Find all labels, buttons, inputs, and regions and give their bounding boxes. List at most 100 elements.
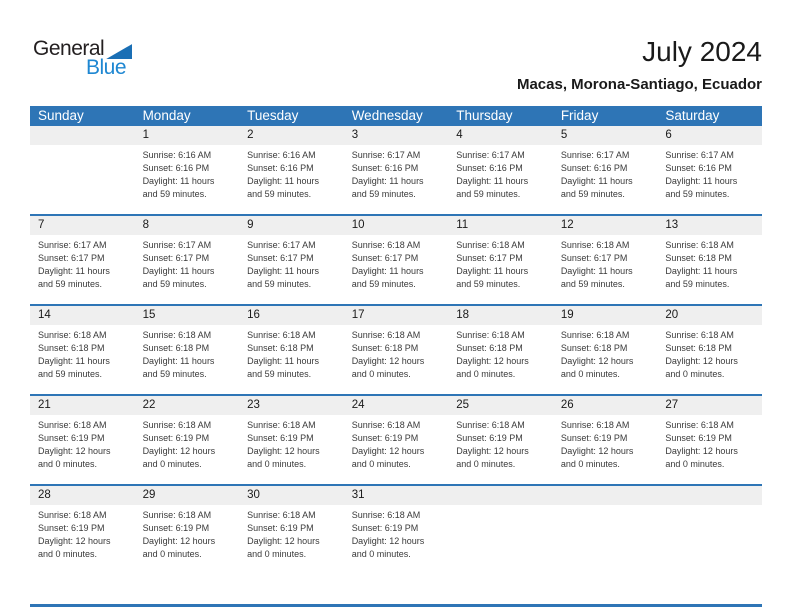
day-number: 16 bbox=[239, 306, 344, 325]
day-details: Sunrise: 6:18 AM Sunset: 6:18 PM Daylight:… bbox=[344, 325, 449, 394]
day-details bbox=[448, 505, 553, 574]
day-cell: 3 Sunrise: 6:17 AM Sunset: 6:16 PM Daylight… bbox=[343, 126, 449, 215]
day-number: 3 bbox=[343, 126, 449, 145]
day-details: Sunrise: 6:17 AM Sunset: 6:16 PM Daylight:… bbox=[657, 145, 762, 214]
week-row: 21 Sunrise: 6:18 AM Sunset: 6:19 PM Dayligh… bbox=[30, 394, 762, 485]
logo-triangle-icon bbox=[106, 44, 133, 59]
sunset-text: Sunset: 6:19 PM bbox=[351, 433, 419, 443]
sunset-text: Sunset: 6:19 PM bbox=[38, 433, 105, 443]
sunset-text: Sunset: 6:17 PM bbox=[38, 253, 105, 263]
daylight-minutes-text: and 59 minutes. bbox=[247, 369, 312, 379]
daylight-minutes-text: and 0 minutes. bbox=[665, 369, 725, 379]
weekday-header-sunday: Sunday bbox=[30, 106, 135, 126]
daylight-hours-text: Daylight: 12 hours bbox=[351, 356, 425, 366]
week-row: 14 Sunrise: 6:18 AM Sunset: 6:18 PM Dayligh… bbox=[30, 304, 762, 395]
empty-day-cell bbox=[657, 484, 762, 574]
sunrise-text: Sunrise: 6:18 AM bbox=[247, 420, 316, 430]
daylight-hours-text: Daylight: 12 hours bbox=[456, 356, 529, 366]
daylight-hours-text: Daylight: 12 hours bbox=[560, 446, 634, 456]
day-number: 21 bbox=[30, 396, 135, 415]
daylight-hours-text: Daylight: 12 hours bbox=[560, 356, 634, 366]
day-cell: 14 Sunrise: 6:18 AM Sunset: 6:18 PM Dayligh… bbox=[30, 304, 135, 395]
day-cell: 5 Sunrise: 6:17 AM Sunset: 6:16 PM Daylight… bbox=[552, 126, 658, 215]
day-number: 24 bbox=[343, 396, 449, 415]
day-number: 14 bbox=[30, 306, 135, 325]
sunrise-text: Sunrise: 6:17 AM bbox=[351, 150, 421, 160]
sunset-text: Sunset: 6:18 PM bbox=[247, 343, 314, 353]
sunset-text: Sunset: 6:18 PM bbox=[560, 343, 628, 353]
day-number: 19 bbox=[552, 306, 658, 325]
logo-text-blue: Blue bbox=[86, 56, 127, 79]
day-details: Sunrise: 6:18 AM Sunset: 6:19 PM Daylight:… bbox=[344, 415, 449, 484]
sunrise-text: Sunrise: 6:18 AM bbox=[247, 510, 316, 520]
daylight-hours-text: Daylight: 12 hours bbox=[665, 446, 738, 456]
day-cell: 21 Sunrise: 6:18 AM Sunset: 6:19 PM Dayligh… bbox=[30, 394, 135, 485]
day-cell: 29 Sunrise: 6:18 AM Sunset: 6:19 PM Dayligh… bbox=[134, 484, 240, 574]
daylight-hours-text: Daylight: 12 hours bbox=[351, 446, 425, 456]
calendar-month-title: July 2024 bbox=[642, 36, 762, 67]
day-number: 30 bbox=[239, 486, 344, 505]
daylight-minutes-text: and 0 minutes. bbox=[38, 459, 98, 469]
sunrise-text: Sunrise: 6:17 AM bbox=[247, 240, 316, 250]
sunset-text: Sunset: 6:18 PM bbox=[665, 253, 732, 263]
day-details: Sunrise: 6:18 AM Sunset: 6:17 PM Daylight:… bbox=[448, 235, 553, 304]
day-number bbox=[657, 486, 762, 505]
day-details: Sunrise: 6:18 AM Sunset: 6:17 PM Daylight:… bbox=[344, 235, 449, 304]
sunrise-text: Sunrise: 6:17 AM bbox=[665, 150, 734, 160]
day-details: Sunrise: 6:17 AM Sunset: 6:17 PM Daylight:… bbox=[135, 235, 240, 304]
week-row: 7 Sunrise: 6:17 AM Sunset: 6:17 PM Daylight… bbox=[30, 214, 762, 305]
day-number: 29 bbox=[134, 486, 240, 505]
day-details: Sunrise: 6:18 AM Sunset: 6:19 PM Daylight:… bbox=[30, 505, 135, 574]
daylight-hours-text: Daylight: 12 hours bbox=[142, 536, 216, 546]
day-number: 8 bbox=[134, 216, 240, 235]
day-number: 2 bbox=[239, 126, 344, 145]
day-cell: 20 Sunrise: 6:18 AM Sunset: 6:18 PM Dayligh… bbox=[657, 304, 762, 395]
sunrise-text: Sunrise: 6:17 AM bbox=[142, 240, 212, 250]
daylight-hours-text: Daylight: 11 hours bbox=[38, 356, 110, 366]
daylight-hours-text: Daylight: 11 hours bbox=[38, 266, 110, 276]
day-details: Sunrise: 6:18 AM Sunset: 6:19 PM Daylight:… bbox=[553, 415, 658, 484]
day-cell: 2 Sunrise: 6:16 AM Sunset: 6:16 PM Daylight… bbox=[239, 126, 344, 215]
day-number: 5 bbox=[552, 126, 658, 145]
sunset-text: Sunset: 6:16 PM bbox=[665, 163, 732, 173]
weekday-header-wednesday: Wednesday bbox=[343, 106, 449, 126]
day-cell: 22 Sunrise: 6:18 AM Sunset: 6:19 PM Dayligh… bbox=[134, 394, 240, 485]
daylight-hours-text: Daylight: 11 hours bbox=[247, 356, 319, 366]
daylight-minutes-text: and 59 minutes. bbox=[38, 369, 103, 379]
day-details: Sunrise: 6:17 AM Sunset: 6:16 PM Daylight:… bbox=[553, 145, 658, 214]
sunset-text: Sunset: 6:16 PM bbox=[560, 163, 628, 173]
daylight-hours-text: Daylight: 11 hours bbox=[665, 266, 738, 276]
sunset-text: Sunset: 6:16 PM bbox=[247, 163, 314, 173]
day-details: Sunrise: 6:18 AM Sunset: 6:19 PM Daylight:… bbox=[448, 415, 553, 484]
sunrise-text: Sunrise: 6:18 AM bbox=[665, 240, 734, 250]
sunrise-text: Sunrise: 6:18 AM bbox=[142, 420, 212, 430]
day-cell: 1 Sunrise: 6:16 AM Sunset: 6:16 PM Daylight… bbox=[134, 126, 240, 215]
day-number bbox=[448, 486, 553, 505]
sunrise-text: Sunrise: 6:18 AM bbox=[351, 420, 421, 430]
day-details: Sunrise: 6:18 AM Sunset: 6:19 PM Daylight:… bbox=[239, 505, 344, 574]
day-cell: 25 Sunrise: 6:18 AM Sunset: 6:19 PM Dayligh… bbox=[448, 394, 553, 485]
sunrise-text: Sunrise: 6:18 AM bbox=[665, 420, 734, 430]
day-details: Sunrise: 6:18 AM Sunset: 6:19 PM Daylight:… bbox=[344, 505, 449, 574]
sunset-text: Sunset: 6:17 PM bbox=[247, 253, 314, 263]
day-details bbox=[30, 145, 135, 214]
sunset-text: Sunset: 6:17 PM bbox=[351, 253, 419, 263]
sunrise-text: Sunrise: 6:18 AM bbox=[560, 240, 630, 250]
daylight-hours-text: Daylight: 12 hours bbox=[665, 356, 738, 366]
sunrise-text: Sunrise: 6:18 AM bbox=[351, 510, 421, 520]
sunset-text: Sunset: 6:18 PM bbox=[351, 343, 419, 353]
day-cell: 31 Sunrise: 6:18 AM Sunset: 6:19 PM Dayligh… bbox=[343, 484, 449, 574]
daylight-minutes-text: and 0 minutes. bbox=[247, 459, 307, 469]
daylight-minutes-text: and 59 minutes. bbox=[456, 279, 521, 289]
day-details: Sunrise: 6:18 AM Sunset: 6:19 PM Daylight:… bbox=[30, 415, 135, 484]
sunset-text: Sunset: 6:19 PM bbox=[665, 433, 732, 443]
daylight-minutes-text: and 0 minutes. bbox=[142, 459, 202, 469]
daylight-minutes-text: and 0 minutes. bbox=[351, 549, 411, 559]
weekday-header-monday: Monday bbox=[134, 106, 240, 126]
day-number: 6 bbox=[657, 126, 762, 145]
day-details: Sunrise: 6:18 AM Sunset: 6:19 PM Daylight:… bbox=[135, 505, 240, 574]
empty-day-cell bbox=[448, 484, 553, 574]
day-number: 4 bbox=[448, 126, 553, 145]
day-details: Sunrise: 6:18 AM Sunset: 6:19 PM Daylight:… bbox=[239, 415, 344, 484]
daylight-hours-text: Daylight: 12 hours bbox=[38, 446, 111, 456]
